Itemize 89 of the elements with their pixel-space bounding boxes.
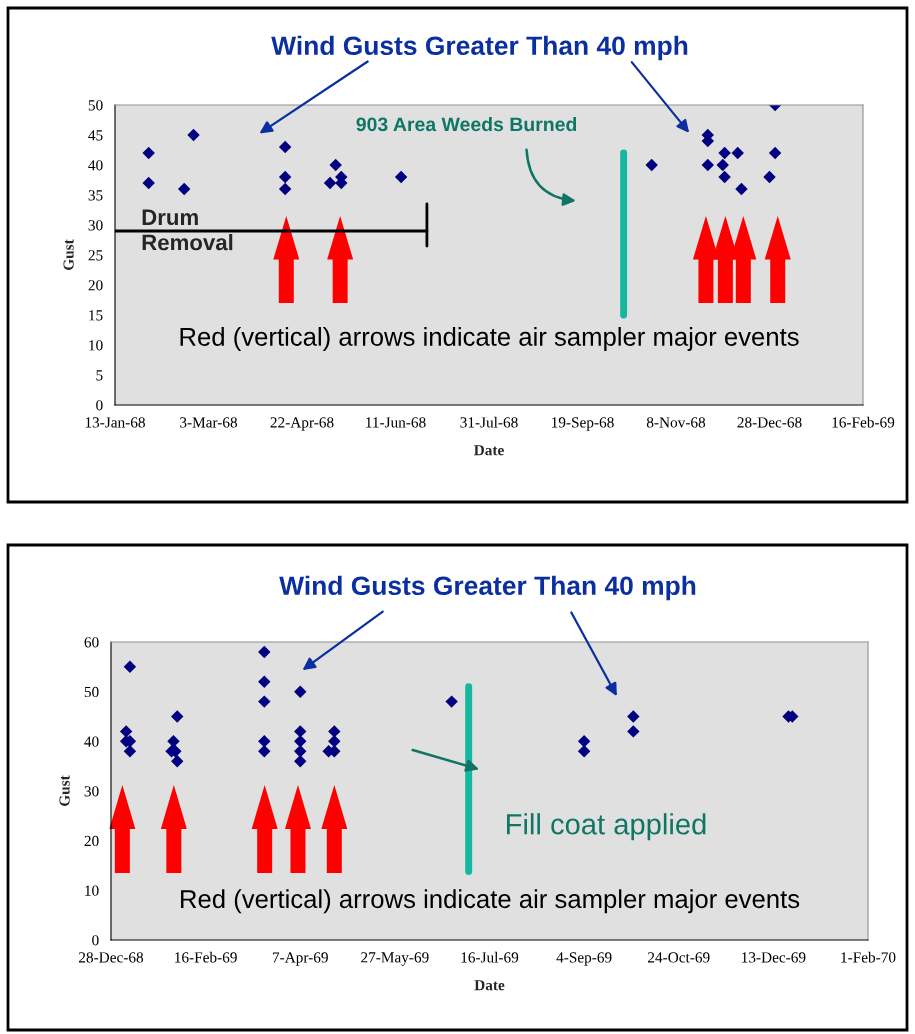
- point: [171, 710, 184, 723]
- x-tick-label: 13-Dec-69: [742, 952, 806, 963]
- point: [445, 695, 458, 708]
- annotation: Drum Removal: [142, 209, 233, 251]
- x-tick-label: 22-Apr-68: [270, 417, 334, 431]
- x-axis-title: Date: [474, 445, 504, 456]
- point: [278, 170, 292, 184]
- point: [258, 745, 271, 758]
- chart-title: Wind Gusts Greater Than 40 mph: [279, 575, 696, 601]
- x-tick-label: 28-Dec-68: [737, 417, 802, 428]
- point: [763, 170, 776, 184]
- x-tick-label: 31-Jul-68: [460, 416, 518, 428]
- point: [258, 695, 271, 708]
- point: [768, 146, 782, 160]
- x-tick-label: 8-Nov-68: [646, 417, 706, 428]
- x-tick-label: 3-Mar-68: [180, 417, 238, 428]
- point: [328, 735, 341, 748]
- point: [177, 182, 191, 196]
- point: [328, 725, 341, 738]
- y-tick-label: 0: [96, 400, 103, 411]
- point: [294, 735, 307, 748]
- point: [645, 158, 658, 172]
- y-tick-label: 30: [88, 220, 103, 231]
- x-tick-label: 13-Jan-68: [85, 417, 145, 428]
- point: [731, 146, 744, 160]
- point: [329, 158, 342, 172]
- y-tick-label: 40: [88, 160, 103, 171]
- point: [278, 140, 292, 154]
- x-axis-title: Date: [474, 980, 505, 991]
- x-tick-label: 19-Sep-68: [552, 417, 614, 431]
- y-tick-label: 45: [88, 130, 103, 141]
- y-tick-label: 35: [88, 190, 103, 201]
- y-tick-label: 0: [92, 935, 99, 946]
- x-tick-label: 11-Jun-68: [366, 417, 426, 428]
- point: [718, 146, 731, 160]
- point: [142, 146, 155, 160]
- x-tick-label: 16-Feb-69: [175, 951, 237, 963]
- y-tick-label: 15: [89, 310, 103, 321]
- point: [627, 710, 640, 723]
- point: [119, 725, 133, 738]
- point: [294, 754, 307, 768]
- point: [123, 660, 137, 674]
- point: [577, 735, 591, 748]
- point: [123, 745, 137, 758]
- point: [294, 745, 307, 758]
- point: [258, 675, 271, 688]
- point: [716, 158, 729, 172]
- ref-line-label: Fill coat applied: [507, 813, 706, 841]
- point: [701, 158, 714, 172]
- x-tick-label: 28-Dec-68: [79, 952, 144, 963]
- x-tick-label: 24-Oct-69: [648, 952, 710, 963]
- y-tick-label: 50: [84, 686, 99, 698]
- y-tick-label: 25: [88, 250, 103, 261]
- point: [294, 725, 307, 738]
- x-tick-label: 1-Feb-70: [841, 951, 896, 963]
- y-axis-title: Gust: [63, 239, 74, 270]
- point: [167, 735, 180, 748]
- point: [171, 754, 184, 768]
- y-tick-label: 20: [88, 280, 103, 291]
- point: [718, 170, 731, 184]
- ref-line-label: 903 Area Weeds Burned: [356, 116, 577, 132]
- y-tick-label: 5: [96, 370, 103, 381]
- point: [258, 645, 271, 659]
- y-tick-label: 10: [85, 885, 99, 896]
- point: [187, 128, 200, 142]
- y-tick-label: 20: [84, 835, 99, 847]
- y-tick-label: 10: [89, 340, 103, 351]
- x-tick-label: 7-Apr-69: [272, 952, 328, 966]
- point: [323, 176, 337, 190]
- point: [142, 176, 155, 190]
- point: [627, 725, 640, 738]
- annotation: Red (vertical) arrows indicate air sampler major events: [180, 327, 799, 351]
- x-tick-label: 16-Jul-69: [461, 951, 519, 963]
- point: [294, 685, 307, 698]
- y-tick-label: 40: [84, 736, 99, 747]
- chart-title: Wind Gusts Greater Than 40 mph: [271, 35, 688, 61]
- y-tick-label: 60: [84, 637, 99, 648]
- point: [394, 170, 408, 184]
- point: [577, 745, 591, 758]
- x-tick-label: 4-Sep-69: [556, 952, 612, 966]
- point: [735, 182, 748, 196]
- y-tick-label: 50: [88, 100, 103, 111]
- x-tick-label: 16-Feb-69: [832, 416, 895, 428]
- y-tick-label: 30: [84, 786, 99, 797]
- y-axis-title: Gust: [59, 775, 70, 806]
- point: [258, 735, 271, 748]
- x-tick-label: 27-May-69: [361, 952, 429, 966]
- point: [278, 182, 292, 196]
- annotation: Red (vertical) arrows indicate air sampler major events: [181, 889, 800, 914]
